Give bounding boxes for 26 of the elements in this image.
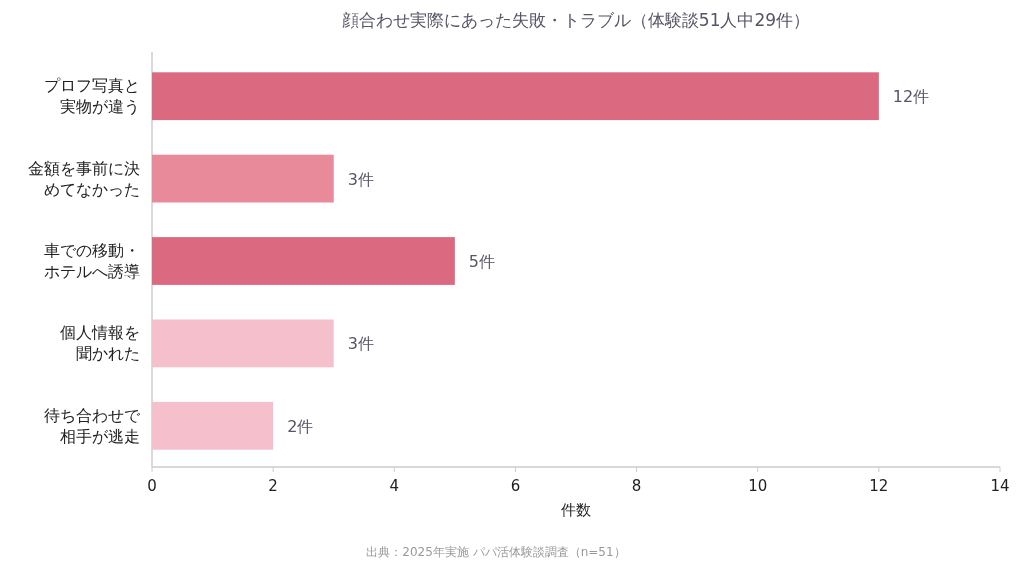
chart-title: 顔合わせ実際にあった失敗・トラブル（体験談51人中29件） xyxy=(341,10,811,30)
x-tick-label: 0 xyxy=(147,477,157,495)
bar xyxy=(152,319,334,368)
y-tick-label: 待ち合わせで相手が逃走 xyxy=(43,404,140,447)
y-tick-label: プロフ写真と実物が違う xyxy=(43,75,140,118)
source-note: 出典：2025年実施 パパ活体験談調査（n=51） xyxy=(366,545,626,559)
x-tick-label: 6 xyxy=(510,477,521,495)
data-label: 2件 xyxy=(287,416,314,436)
y-tick-label: 個人情報を聞かれた xyxy=(59,322,140,365)
bar xyxy=(152,401,274,450)
data-label: 12件 xyxy=(892,87,930,107)
bar xyxy=(152,154,334,203)
data-label: 3件 xyxy=(347,169,374,189)
y-tick-label: 車での移動・ホテルへ誘導 xyxy=(43,240,140,282)
x-tick-label: 12 xyxy=(869,477,889,495)
data-label: 5件 xyxy=(468,252,496,271)
bar xyxy=(152,72,879,121)
x-tick-label: 2 xyxy=(268,477,278,495)
y-tick-label: 金額を事前に決めてなかった xyxy=(27,157,140,200)
data-label: 3件 xyxy=(347,334,374,354)
x-tick-label: 8 xyxy=(631,477,642,495)
x-tick-label: 14 xyxy=(990,477,1010,495)
x-tick-label: 4 xyxy=(389,477,400,495)
x-axis-title: 件数 xyxy=(561,501,591,519)
x-tick-label: 10 xyxy=(748,477,768,495)
bar xyxy=(152,237,455,285)
